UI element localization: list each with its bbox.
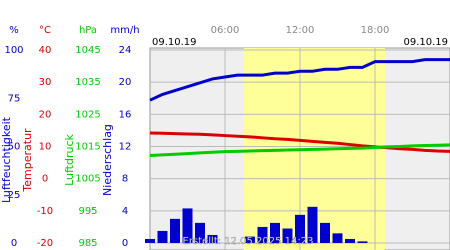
end-date: 09.10.19 bbox=[403, 37, 448, 48]
y-tick-label: 8 bbox=[122, 174, 128, 185]
y-tick-label: -10 bbox=[37, 206, 53, 217]
precip-bar bbox=[295, 214, 305, 243]
axis-unit: hPa bbox=[79, 25, 97, 36]
y-tick-label: 20 bbox=[119, 77, 132, 88]
y-tick-label: 1045 bbox=[75, 45, 100, 56]
precip-bar bbox=[345, 238, 355, 243]
precip-bar bbox=[357, 241, 368, 243]
y-tick-label: 75 bbox=[8, 93, 21, 104]
y-tick-label: 25 bbox=[8, 190, 21, 201]
y-tick-label: 1005 bbox=[75, 174, 100, 185]
axis-unit: mm/h bbox=[110, 25, 139, 36]
precip-bar bbox=[307, 206, 318, 243]
precip-bar bbox=[332, 233, 343, 243]
created-note: Erstellt: 12.05.2025 14:23 bbox=[183, 236, 314, 247]
y-tick-label: 985 bbox=[78, 238, 97, 249]
series-line bbox=[149, 143, 450, 158]
precip-bar bbox=[157, 230, 168, 243]
precip-bar bbox=[182, 208, 193, 243]
precip-bar bbox=[207, 234, 218, 243]
x-tick-label: 12:00 bbox=[286, 25, 315, 36]
y-tick-label: 0 bbox=[42, 174, 48, 185]
y-tick-label: 40 bbox=[39, 45, 52, 56]
y-tick-label: 16 bbox=[119, 109, 132, 120]
axis-title: Temperatur bbox=[21, 128, 34, 193]
y-tick-label: 100 bbox=[4, 45, 23, 56]
series-line bbox=[149, 131, 450, 153]
y-tick-label: 24 bbox=[119, 45, 132, 56]
y-tick-label: -20 bbox=[37, 238, 53, 249]
series-line bbox=[149, 58, 450, 102]
x-tick-label: 18:00 bbox=[361, 25, 390, 36]
precip-bar bbox=[195, 222, 205, 243]
y-tick-label: 20 bbox=[39, 109, 52, 120]
y-tick-label: 12 bbox=[119, 142, 132, 153]
precip-bar bbox=[270, 222, 280, 243]
precip-bar bbox=[145, 238, 155, 243]
axis-unit: °C bbox=[39, 25, 51, 36]
precip-bar bbox=[245, 236, 255, 243]
precip-bar bbox=[257, 226, 268, 243]
axis-title: Luftdruck bbox=[63, 133, 76, 185]
y-tick-label: 995 bbox=[78, 206, 97, 217]
precip-bar bbox=[282, 228, 293, 243]
axis-title: Niederschlag bbox=[101, 124, 114, 196]
start-date: 09.10.19 bbox=[152, 37, 197, 48]
x-tick-label: 06:00 bbox=[211, 25, 240, 36]
y-tick-label: 50 bbox=[8, 142, 21, 153]
precip-bar bbox=[320, 222, 330, 243]
y-tick-label: 10 bbox=[39, 142, 52, 153]
axis-unit: % bbox=[9, 25, 19, 36]
y-tick-label: 1015 bbox=[75, 142, 100, 153]
y-tick-label: 0 bbox=[122, 238, 128, 249]
precip-bar bbox=[170, 218, 180, 243]
y-tick-label: 1025 bbox=[75, 109, 100, 120]
axis-title: Luftfeuchtigkeit bbox=[0, 116, 13, 203]
y-tick-label: 30 bbox=[39, 77, 52, 88]
y-tick-label: 4 bbox=[122, 206, 128, 217]
y-tick-label: 0 bbox=[11, 238, 17, 249]
y-tick-label: 1035 bbox=[75, 77, 100, 88]
